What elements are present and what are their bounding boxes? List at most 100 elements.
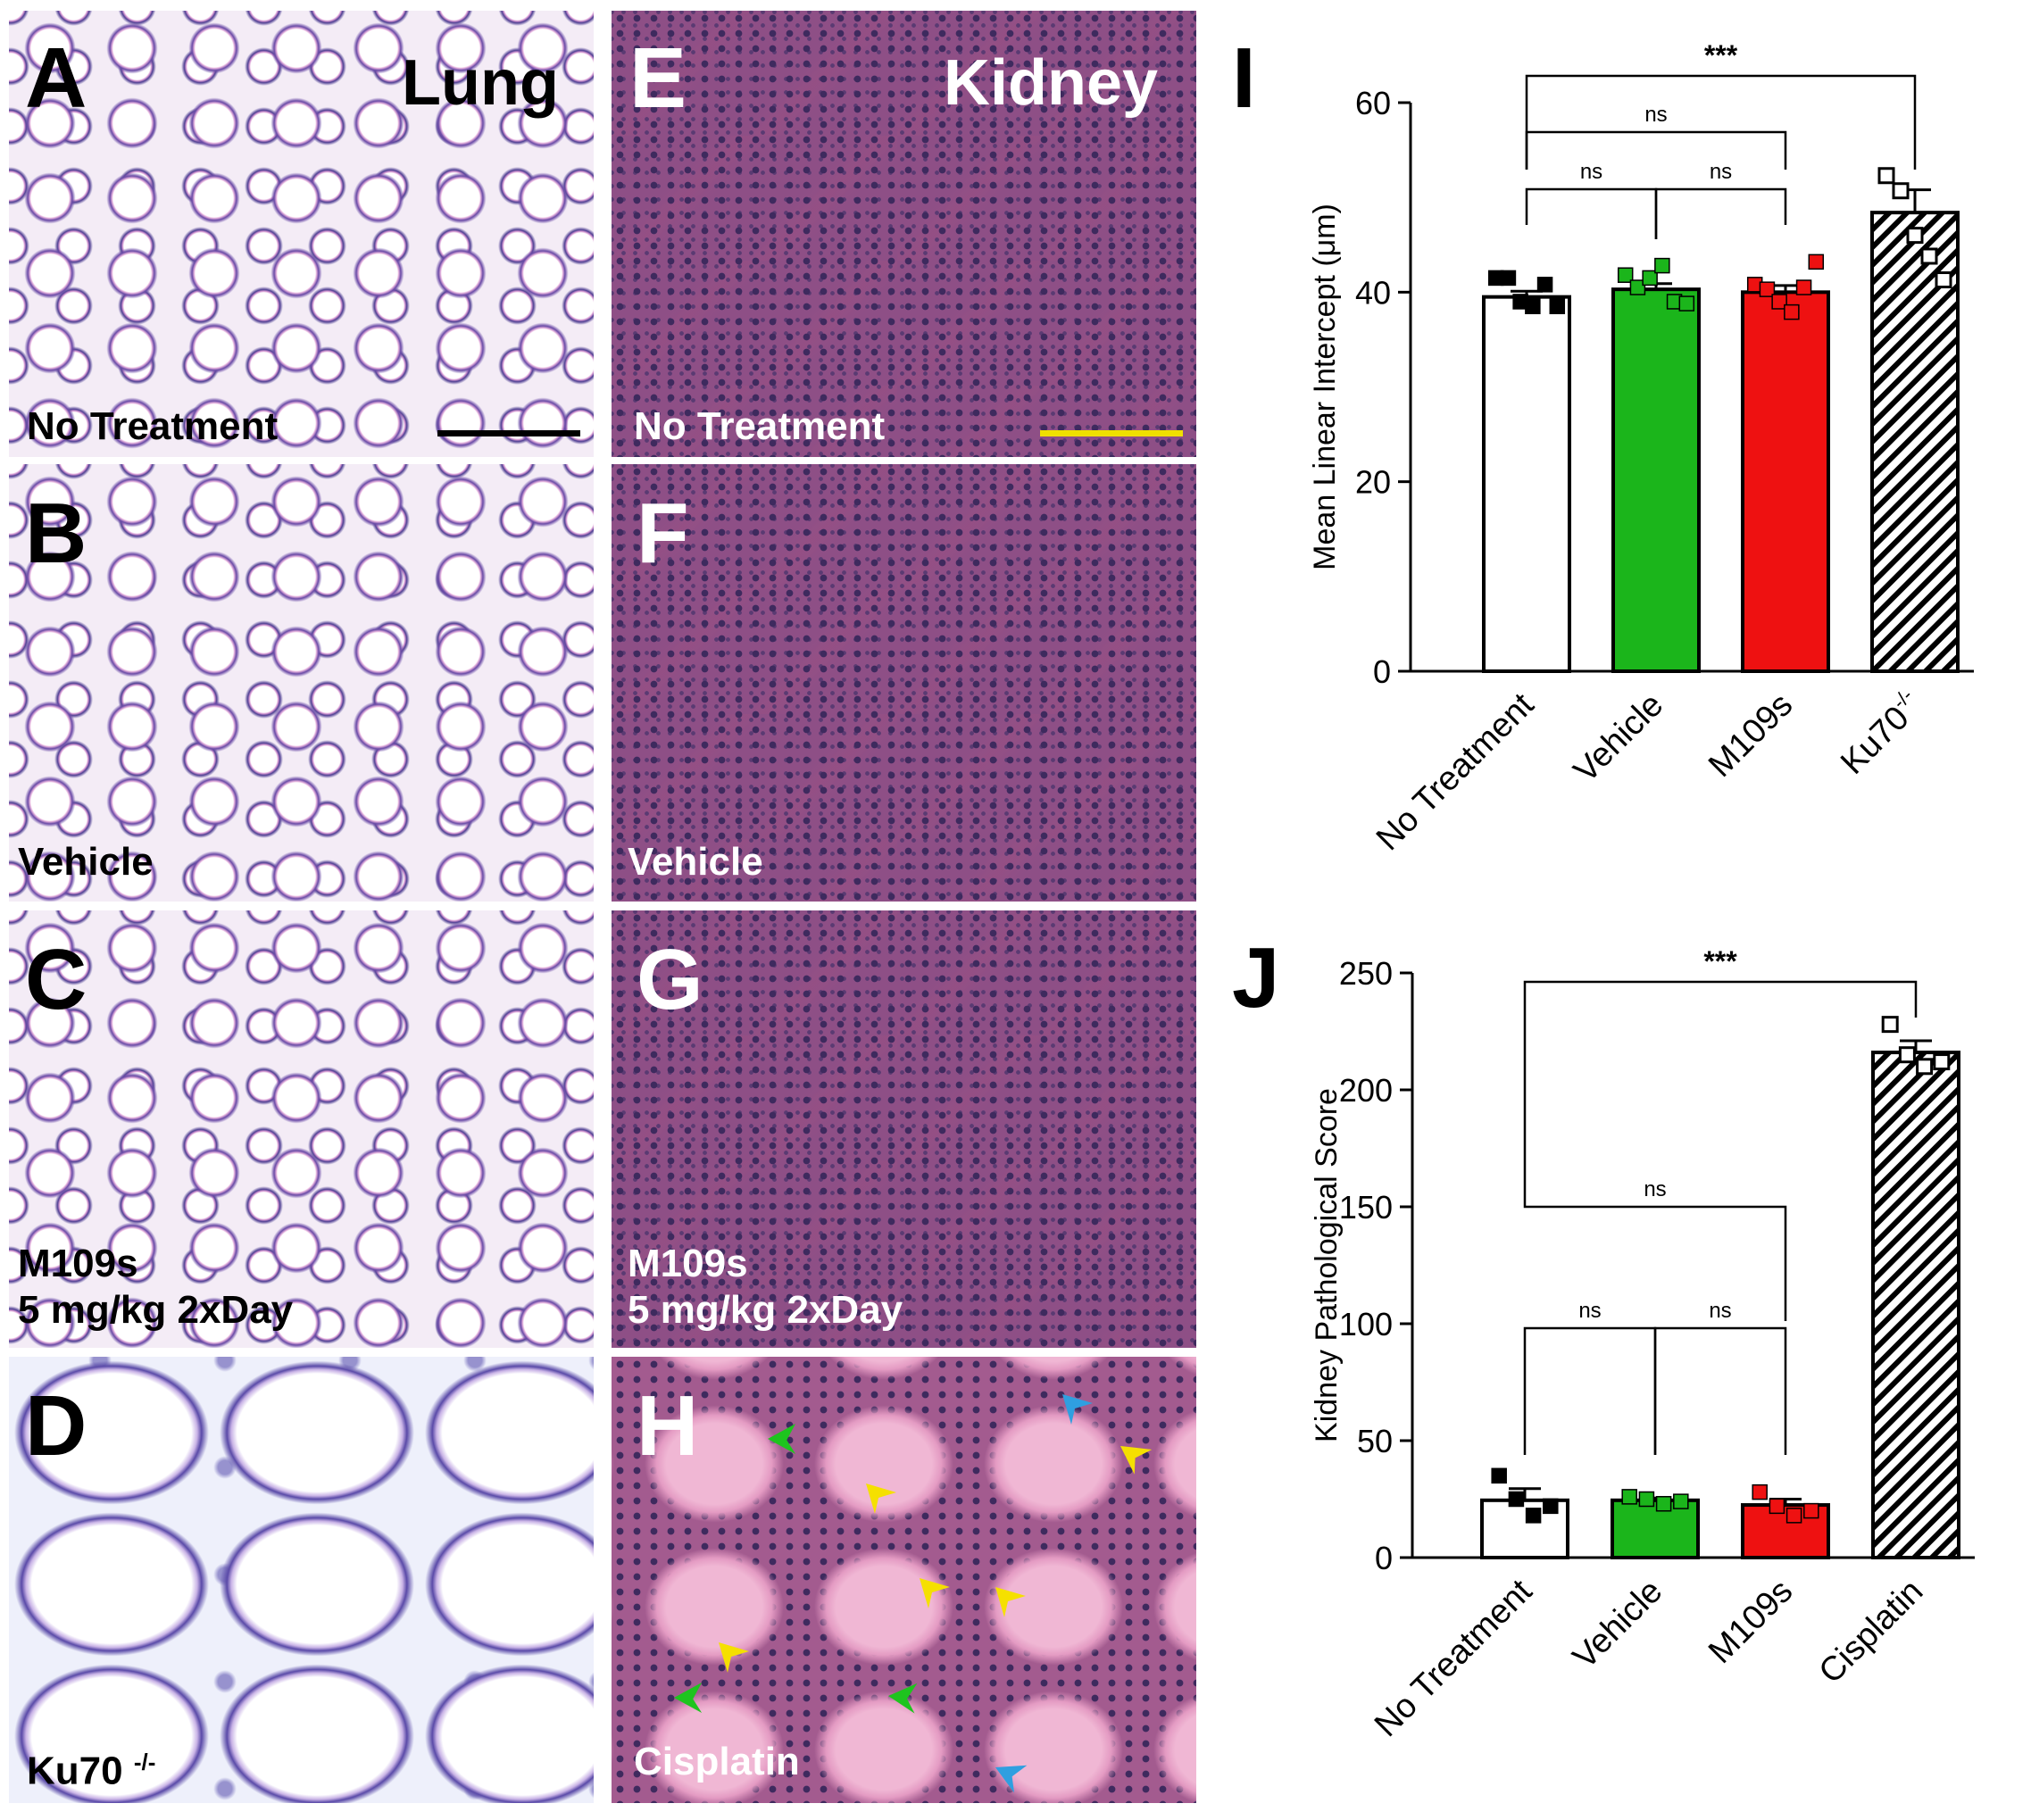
panel-letter: H: [637, 1378, 699, 1474]
data-point: [1916, 1058, 1934, 1076]
green-arrowhead: [768, 1424, 796, 1454]
yellow-arrowhead: [995, 1587, 1026, 1617]
data-point: [1881, 1016, 1899, 1034]
y-tick-label: 100: [1339, 1306, 1393, 1342]
data-point: [1759, 281, 1776, 297]
data-point: [1525, 298, 1541, 315]
category-label: Vehicle: [1566, 1573, 1669, 1676]
panel-a-lung-no-treatment: A Lung No Treatment: [9, 11, 594, 457]
green-arrowhead: [888, 1683, 918, 1714]
bar: [1611, 287, 1701, 673]
organ-title: Kidney: [944, 47, 1159, 119]
green-arrowhead: [674, 1683, 703, 1713]
data-point: [1678, 295, 1695, 312]
significance-bracket: [1654, 187, 1787, 239]
blue-arrowhead: [1062, 1394, 1093, 1425]
data-point: [1803, 1502, 1819, 1519]
blue-arrowhead: [995, 1765, 1028, 1793]
significance-label: ***: [1703, 945, 1737, 977]
condition-label: No Treatment: [634, 404, 886, 448]
category-label: Cisplatin: [1812, 1573, 1931, 1691]
data-point: [1933, 1053, 1951, 1071]
data-point: [1549, 298, 1566, 315]
data-point: [1892, 182, 1910, 200]
category-label: No Treatment: [1369, 686, 1542, 858]
significance-bracket: [1523, 980, 1918, 1187]
y-tick-label: 60: [1355, 85, 1391, 121]
condition-label: Ku70 -/-: [27, 1739, 155, 1795]
data-point: [1673, 1493, 1689, 1509]
significance-bracket: [1525, 187, 1658, 239]
y-tick-label: 20: [1355, 464, 1391, 501]
data-point: [1655, 1495, 1672, 1512]
data-point: [1795, 279, 1812, 295]
data-point: [1785, 1508, 1802, 1524]
significance-bracket: [1525, 130, 1787, 170]
panel-b-lung-vehicle: B Vehicle: [9, 464, 594, 902]
condition-label-line2: 5 mg/kg 2xDay: [628, 1288, 903, 1332]
panel-c-lung-m109s: C M109s 5 mg/kg 2xDay: [9, 910, 594, 1348]
kidney-pathological-score-chart: 0 50 100 150 200 250 Kidney Pathological Score…: [1310, 945, 1975, 1744]
panel-letter: E: [629, 30, 687, 126]
panel-letter: A: [25, 30, 87, 126]
significance-bracket: [1653, 1326, 1787, 1455]
data-point: [1642, 270, 1658, 287]
bar: [1871, 1051, 1960, 1559]
panel-e-kidney-no-treatment: E Kidney No Treatment: [612, 11, 1196, 457]
condition-label: Cisplatin: [634, 1740, 800, 1783]
scale-bar: [437, 430, 580, 436]
panel-g-kidney-m109s: G M109s 5 mg/kg 2xDay: [612, 910, 1196, 1348]
data-point: [1752, 1483, 1768, 1500]
genotype-superscript: -/-: [133, 1749, 156, 1775]
panel-d-lung-ku70: D Ku70 -/-: [9, 1357, 594, 1803]
significance-bracket: [1523, 1326, 1657, 1455]
yellow-arrowhead: [920, 1578, 950, 1608]
y-tick-label: 40: [1355, 274, 1391, 311]
category-superscript: -/-: [1888, 685, 1917, 713]
data-point: [1769, 1498, 1785, 1515]
data-point: [1629, 279, 1646, 295]
data-point: [1906, 227, 1924, 245]
bar: [1480, 1498, 1569, 1559]
genotype-text: Ku70: [27, 1749, 123, 1793]
panel-h-kidney-cisplatin: H Cisplatin: [612, 1357, 1196, 1803]
data-point: [1525, 1508, 1542, 1524]
data-point: [1808, 253, 1825, 270]
significance-label: ns: [1578, 1299, 1601, 1323]
data-point: [1898, 1046, 1916, 1064]
yellow-arrowhead: [719, 1642, 749, 1673]
data-point: [1621, 1489, 1637, 1505]
panel-letter-i: I: [1232, 30, 1256, 126]
data-point: [1543, 1498, 1559, 1515]
panel-letter: C: [25, 932, 87, 1027]
data-point: [1500, 270, 1517, 287]
data-point: [1920, 247, 1938, 265]
significance-label: ***: [1704, 39, 1738, 71]
injury-arrows: [674, 1394, 1153, 1793]
condition-label: No Treatment: [27, 404, 279, 448]
mean-linear-intercept-chart: 0 20 40 60 Mean Linear Intercept (μm) No Trea…: [1308, 39, 1974, 858]
bar: [1870, 211, 1960, 674]
data-point: [1617, 267, 1634, 283]
category-label: No Treatment: [1368, 1572, 1540, 1744]
data-point: [1508, 1491, 1525, 1508]
y-tick-label: 150: [1339, 1189, 1393, 1226]
data-point: [1935, 271, 1952, 289]
category-label: M109s: [1702, 1573, 1800, 1671]
panel-letter: F: [637, 486, 689, 581]
significance-label: ns: [1580, 160, 1602, 184]
y-tick-label: 200: [1339, 1072, 1393, 1109]
significance-label: ns: [1709, 1299, 1731, 1323]
y-tick-label: 250: [1339, 955, 1393, 992]
significance-label: ns: [1710, 160, 1732, 184]
panel-f-kidney-vehicle: F Vehicle: [612, 464, 1196, 902]
bar: [1611, 1498, 1700, 1559]
significance-bracket: [1523, 1187, 1787, 1321]
data-point: [1784, 303, 1800, 320]
yellow-arrowhead: [1120, 1446, 1153, 1475]
panel-letter: G: [637, 932, 703, 1027]
yellow-arrowhead: [866, 1483, 896, 1514]
y-tick-label: 50: [1357, 1423, 1393, 1459]
panel-letter: B: [25, 486, 87, 581]
